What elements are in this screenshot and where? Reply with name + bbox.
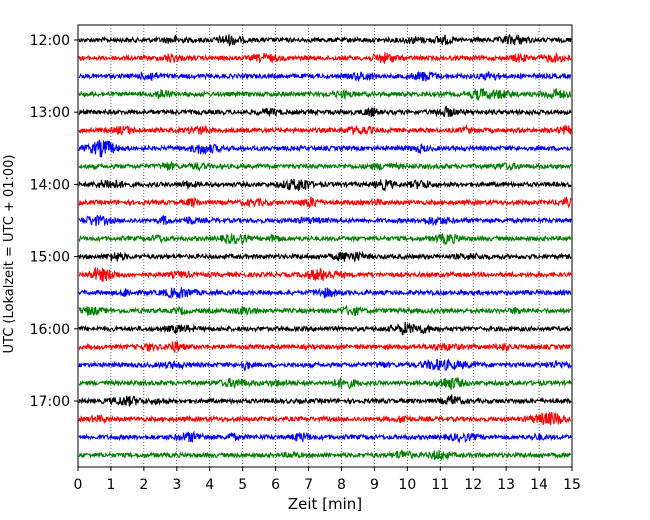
x-tick-label: 5 xyxy=(238,477,247,493)
x-tick-label: 9 xyxy=(370,477,379,493)
trace-line xyxy=(78,377,572,390)
trace-line xyxy=(78,178,572,193)
trace-line xyxy=(78,287,572,300)
x-tick-label: 15 xyxy=(563,477,581,493)
y-tick-label: 17:00 xyxy=(30,394,70,410)
x-axis-label: Zeit [min] xyxy=(288,495,362,513)
y-tick-label: 16:00 xyxy=(30,322,70,338)
x-tick-label: 0 xyxy=(74,477,83,493)
trace-line xyxy=(78,139,572,158)
trace-line xyxy=(78,304,572,317)
trace-line xyxy=(78,87,572,101)
x-tick-label: 4 xyxy=(205,477,214,493)
trace-line xyxy=(78,411,572,426)
y-tick-label: 13:00 xyxy=(30,105,70,121)
x-tick-label: 12 xyxy=(464,477,482,493)
plot-frame xyxy=(77,24,573,468)
x-tick-label: 6 xyxy=(271,477,280,493)
y-tick-label: 12:00 xyxy=(30,33,70,49)
trace-line xyxy=(78,321,572,336)
trace-line xyxy=(78,266,572,282)
x-axis-ticks: 0 1 2 3 4 5 6 7 8 9 10 11 12 13 14 15 xyxy=(74,467,581,493)
trace-line xyxy=(78,105,572,118)
x-tick-label: 8 xyxy=(337,477,346,493)
x-tick-label: 10 xyxy=(398,477,416,493)
x-tick-label: 11 xyxy=(431,477,449,493)
trace-line xyxy=(78,215,572,227)
seismogram-traces xyxy=(78,33,572,461)
trace-line xyxy=(78,33,572,47)
y-axis-ticks: 12:00 13:00 14:00 15:00 16:00 17:00 xyxy=(30,33,78,410)
trace-line xyxy=(78,394,572,407)
trace-line xyxy=(78,160,572,173)
trace-line xyxy=(78,357,572,371)
trace-line xyxy=(78,449,572,461)
x-tick-label: 1 xyxy=(106,477,115,493)
trace-line xyxy=(78,123,572,136)
x-tick-label: 14 xyxy=(530,477,548,493)
x-tick-label: 13 xyxy=(497,477,515,493)
y-tick-label: 15:00 xyxy=(30,250,70,266)
trace-line xyxy=(78,233,572,246)
x-tick-label: 3 xyxy=(172,477,181,493)
x-tick-label: 2 xyxy=(139,477,148,493)
y-tick-label: 14:00 xyxy=(30,177,70,193)
trace-line xyxy=(78,341,572,353)
trace-line xyxy=(78,250,572,264)
trace-line xyxy=(78,70,572,83)
y-axis-label: UTC (Lokalzeit = UTC + 01:00) xyxy=(2,155,17,354)
x-tick-label: 7 xyxy=(304,477,313,493)
trace-line xyxy=(78,430,572,444)
trace-line xyxy=(78,196,572,209)
trace-line xyxy=(78,52,572,65)
